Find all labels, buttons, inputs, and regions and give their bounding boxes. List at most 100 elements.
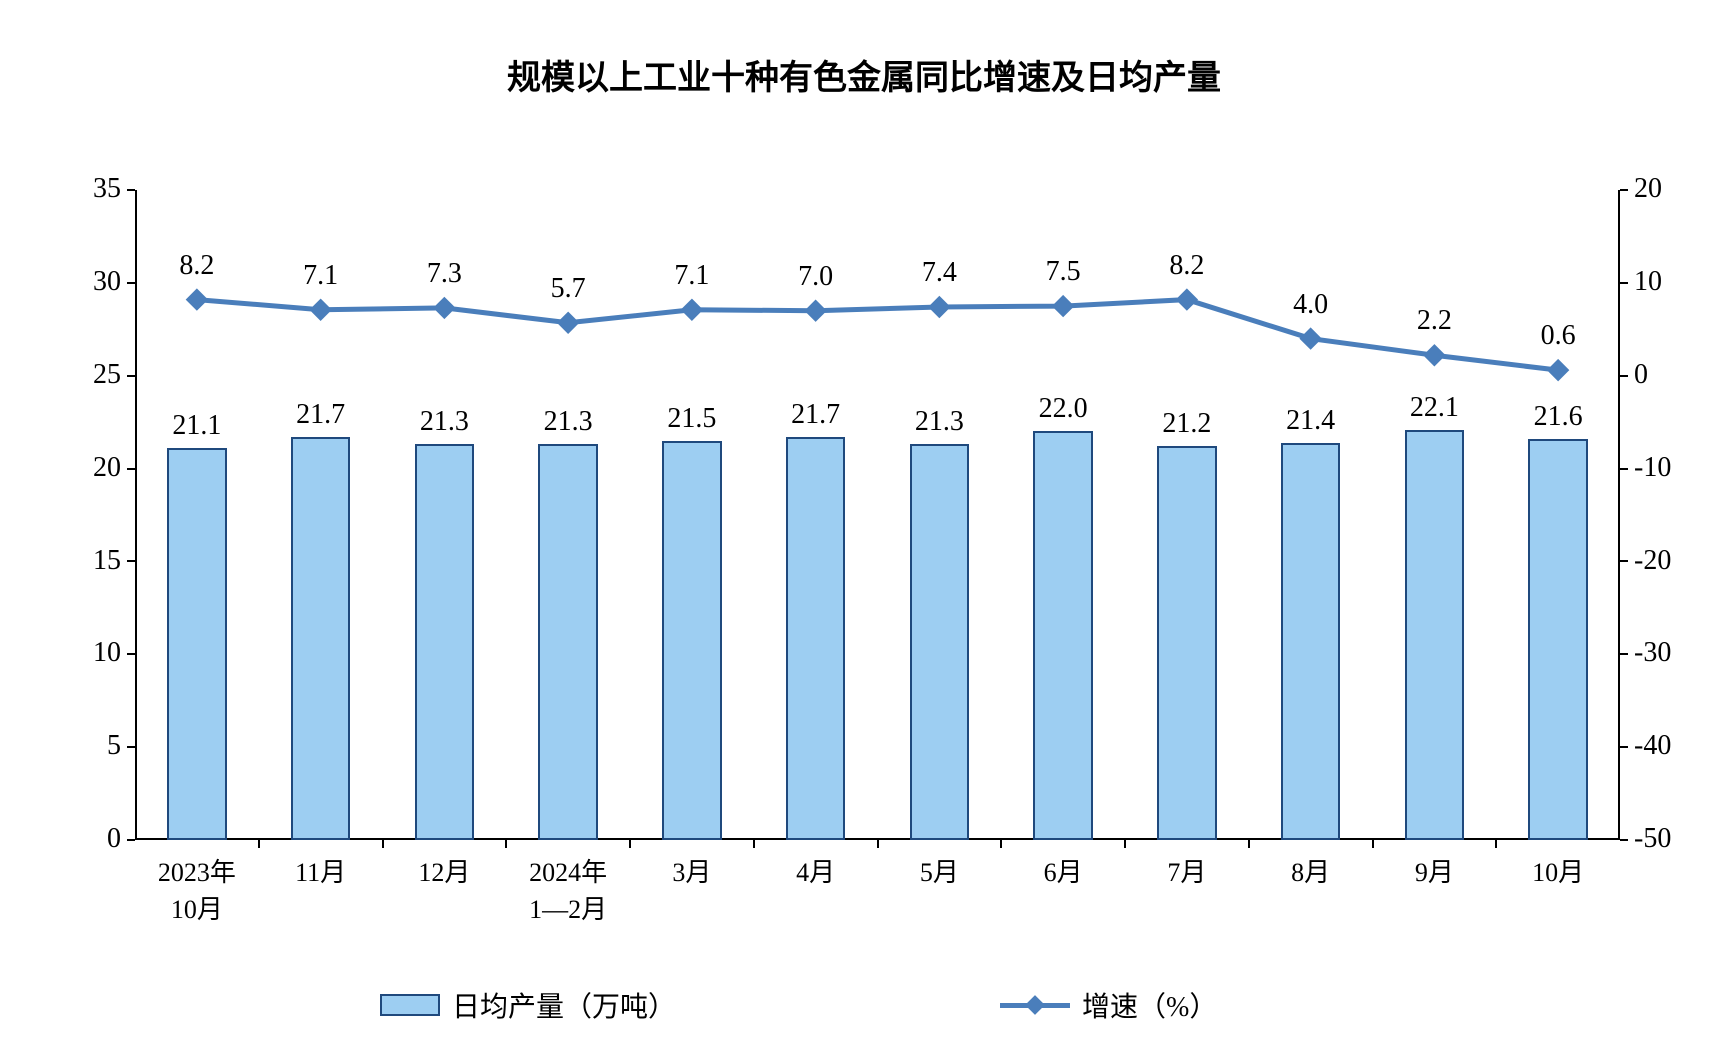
y-left-tick-label: 35 — [93, 173, 121, 205]
line-marker-diamond-icon — [805, 300, 826, 321]
y-right-tick-mark — [1620, 560, 1628, 562]
legend-label-line: 增速（%） — [1082, 985, 1217, 1025]
x-tick-mark — [1248, 840, 1250, 848]
bar-value-label: 22.0 — [1001, 393, 1125, 425]
y-right-tick-label: 0 — [1634, 359, 1648, 391]
bar — [910, 444, 969, 840]
y-right-tick-label: 10 — [1634, 266, 1662, 298]
bar — [167, 448, 226, 840]
y-left-tick-mark — [127, 468, 135, 470]
line-marker-diamond-icon — [1176, 289, 1197, 310]
y-right-tick-label: -10 — [1634, 452, 1671, 484]
line-marker-diamond-icon — [929, 297, 950, 318]
y-right-tick-mark — [1620, 746, 1628, 748]
y-left-tick-mark — [127, 746, 135, 748]
x-category-label: 10月 — [1496, 852, 1620, 889]
legend-swatch-line — [1000, 994, 1070, 1016]
y-left-tick-mark — [127, 375, 135, 377]
line-value-label: 2.2 — [1373, 305, 1497, 337]
y-right-tick-mark — [1620, 282, 1628, 284]
legend-item-bars: 日均产量（万吨） — [380, 985, 676, 1025]
line-marker-diamond-icon — [681, 299, 702, 320]
line-marker-diamond-icon — [1548, 360, 1569, 381]
line-marker-diamond-icon — [310, 299, 331, 320]
bar-value-label: 21.3 — [878, 406, 1002, 438]
y-right-tick-mark — [1620, 375, 1628, 377]
legend-swatch-bar — [380, 994, 440, 1016]
x-category-label: 4月 — [754, 852, 878, 889]
line-marker-diamond-icon — [558, 312, 579, 333]
x-category-label: 7月 — [1125, 852, 1249, 889]
x-tick-mark — [753, 840, 755, 848]
line-value-label: 7.0 — [754, 261, 878, 293]
y-left-tick-label: 15 — [93, 545, 121, 577]
y-left-tick-label: 25 — [93, 359, 121, 391]
x-category-label: 11月 — [259, 852, 383, 889]
bar-value-label: 21.4 — [1249, 405, 1373, 437]
y-right-tick-mark — [1620, 839, 1628, 841]
y-left-tick-mark — [127, 839, 135, 841]
x-tick-mark — [258, 840, 260, 848]
bar — [538, 444, 597, 840]
bar-value-label: 21.5 — [630, 403, 754, 435]
x-tick-mark — [877, 840, 879, 848]
bar — [1157, 446, 1216, 840]
bar-value-label: 21.6 — [1496, 401, 1620, 433]
bar — [1281, 443, 1340, 840]
bar — [786, 437, 845, 840]
x-category-label: 2024年 1—2月 — [506, 852, 630, 926]
x-tick-mark — [1495, 840, 1497, 848]
bar — [1033, 431, 1092, 840]
bar — [1528, 439, 1587, 840]
bar-value-label: 21.7 — [754, 399, 878, 431]
y-left-tick-mark — [127, 653, 135, 655]
y-right-tick-mark — [1620, 468, 1628, 470]
bar — [415, 444, 474, 840]
x-tick-mark — [629, 840, 631, 848]
y-left-tick-label: 30 — [93, 266, 121, 298]
bar-value-label: 21.7 — [259, 399, 383, 431]
bar — [1405, 430, 1464, 840]
line-value-label: 8.2 — [1125, 250, 1249, 282]
y-right-tick-label: -20 — [1634, 545, 1671, 577]
x-category-label: 5月 — [878, 852, 1002, 889]
line-value-label: 4.0 — [1249, 289, 1373, 321]
line-value-label: 5.7 — [506, 273, 630, 305]
x-category-label: 2023年 10月 — [135, 852, 259, 926]
y-right-tick-label: -30 — [1634, 637, 1671, 669]
line-value-label: 7.4 — [878, 257, 1002, 289]
y-left-tick-mark — [127, 282, 135, 284]
y-left-tick-label: 20 — [93, 452, 121, 484]
x-category-label: 12月 — [383, 852, 507, 889]
bar-value-label: 22.1 — [1373, 392, 1497, 424]
bar — [291, 437, 350, 840]
line-marker-diamond-icon — [434, 297, 455, 318]
y-right-tick-label: 20 — [1634, 173, 1662, 205]
chart-title: 规模以上工业十种有色金属同比增速及日均产量 — [0, 50, 1728, 99]
line-marker-diamond-icon — [1300, 328, 1321, 349]
bar — [662, 441, 721, 840]
y-left-tick-mark — [127, 189, 135, 191]
y-right-tick-mark — [1620, 189, 1628, 191]
x-category-label: 6月 — [1001, 852, 1125, 889]
y-left-tick-label: 0 — [107, 823, 121, 855]
line-value-label: 8.2 — [135, 250, 259, 282]
legend-label-bars: 日均产量（万吨） — [452, 985, 676, 1025]
legend-item-line: 增速（%） — [1000, 985, 1217, 1025]
bar-value-label: 21.2 — [1125, 408, 1249, 440]
y-right-tick-label: -50 — [1634, 823, 1671, 855]
y-left-tick-label: 10 — [93, 637, 121, 669]
x-tick-mark — [1372, 840, 1374, 848]
x-category-label: 9月 — [1373, 852, 1497, 889]
line-value-label: 7.1 — [630, 260, 754, 292]
line-marker-diamond-icon — [1424, 345, 1445, 366]
line-marker-diamond-icon — [186, 289, 207, 310]
legend-diamond-icon — [1025, 995, 1045, 1015]
line-value-label: 7.5 — [1001, 256, 1125, 288]
bar-value-label: 21.3 — [506, 406, 630, 438]
chart-container: 规模以上工业十种有色金属同比增速及日均产量 日均产量（万吨） 增速（%） 051… — [0, 0, 1728, 1062]
x-tick-mark — [1124, 840, 1126, 848]
x-tick-mark — [505, 840, 507, 848]
y-right-tick-mark — [1620, 653, 1628, 655]
line-value-label: 7.3 — [383, 258, 507, 290]
